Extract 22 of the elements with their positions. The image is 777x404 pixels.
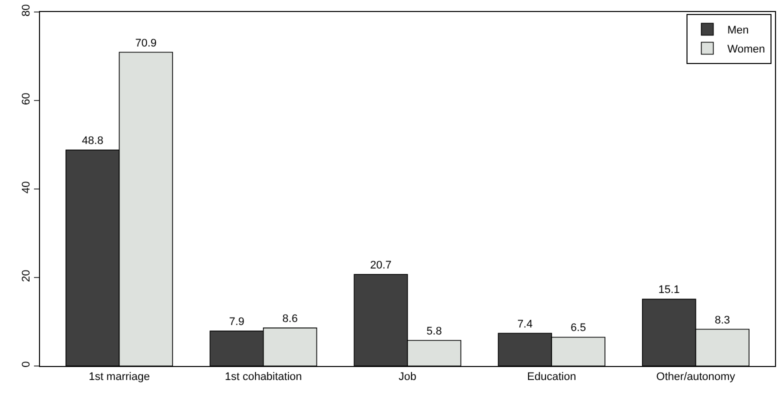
legend-label: Women <box>727 44 766 56</box>
y-tick-label: 80 <box>20 4 33 16</box>
x-tick-label: Job <box>398 371 416 384</box>
data-label: 7.4 <box>517 318 533 330</box>
data-label: 8.3 <box>714 314 730 326</box>
data-label: 15.1 <box>658 284 680 296</box>
legend-label: Men <box>727 24 749 37</box>
x-tick-label: 1st marriage <box>88 371 150 384</box>
data-label: 48.8 <box>82 135 104 148</box>
y-tick-label: 40 <box>20 181 33 194</box>
y-tick-label: 0 <box>20 361 33 368</box>
data-label: 5.8 <box>426 325 442 338</box>
x-tick-label: Other/autonomy <box>656 371 736 384</box>
data-label: 8.6 <box>282 312 298 325</box>
y-tick-label: 60 <box>20 92 33 105</box>
data-label: 6.5 <box>570 322 586 334</box>
x-tick-label: 1st cohabitation <box>224 371 302 384</box>
data-label: 20.7 <box>370 259 392 272</box>
y-tick-label: 20 <box>20 270 33 282</box>
data-label: 70.9 <box>135 37 157 50</box>
data-label: 7.9 <box>229 316 244 328</box>
x-tick-label: Education <box>527 371 576 384</box>
